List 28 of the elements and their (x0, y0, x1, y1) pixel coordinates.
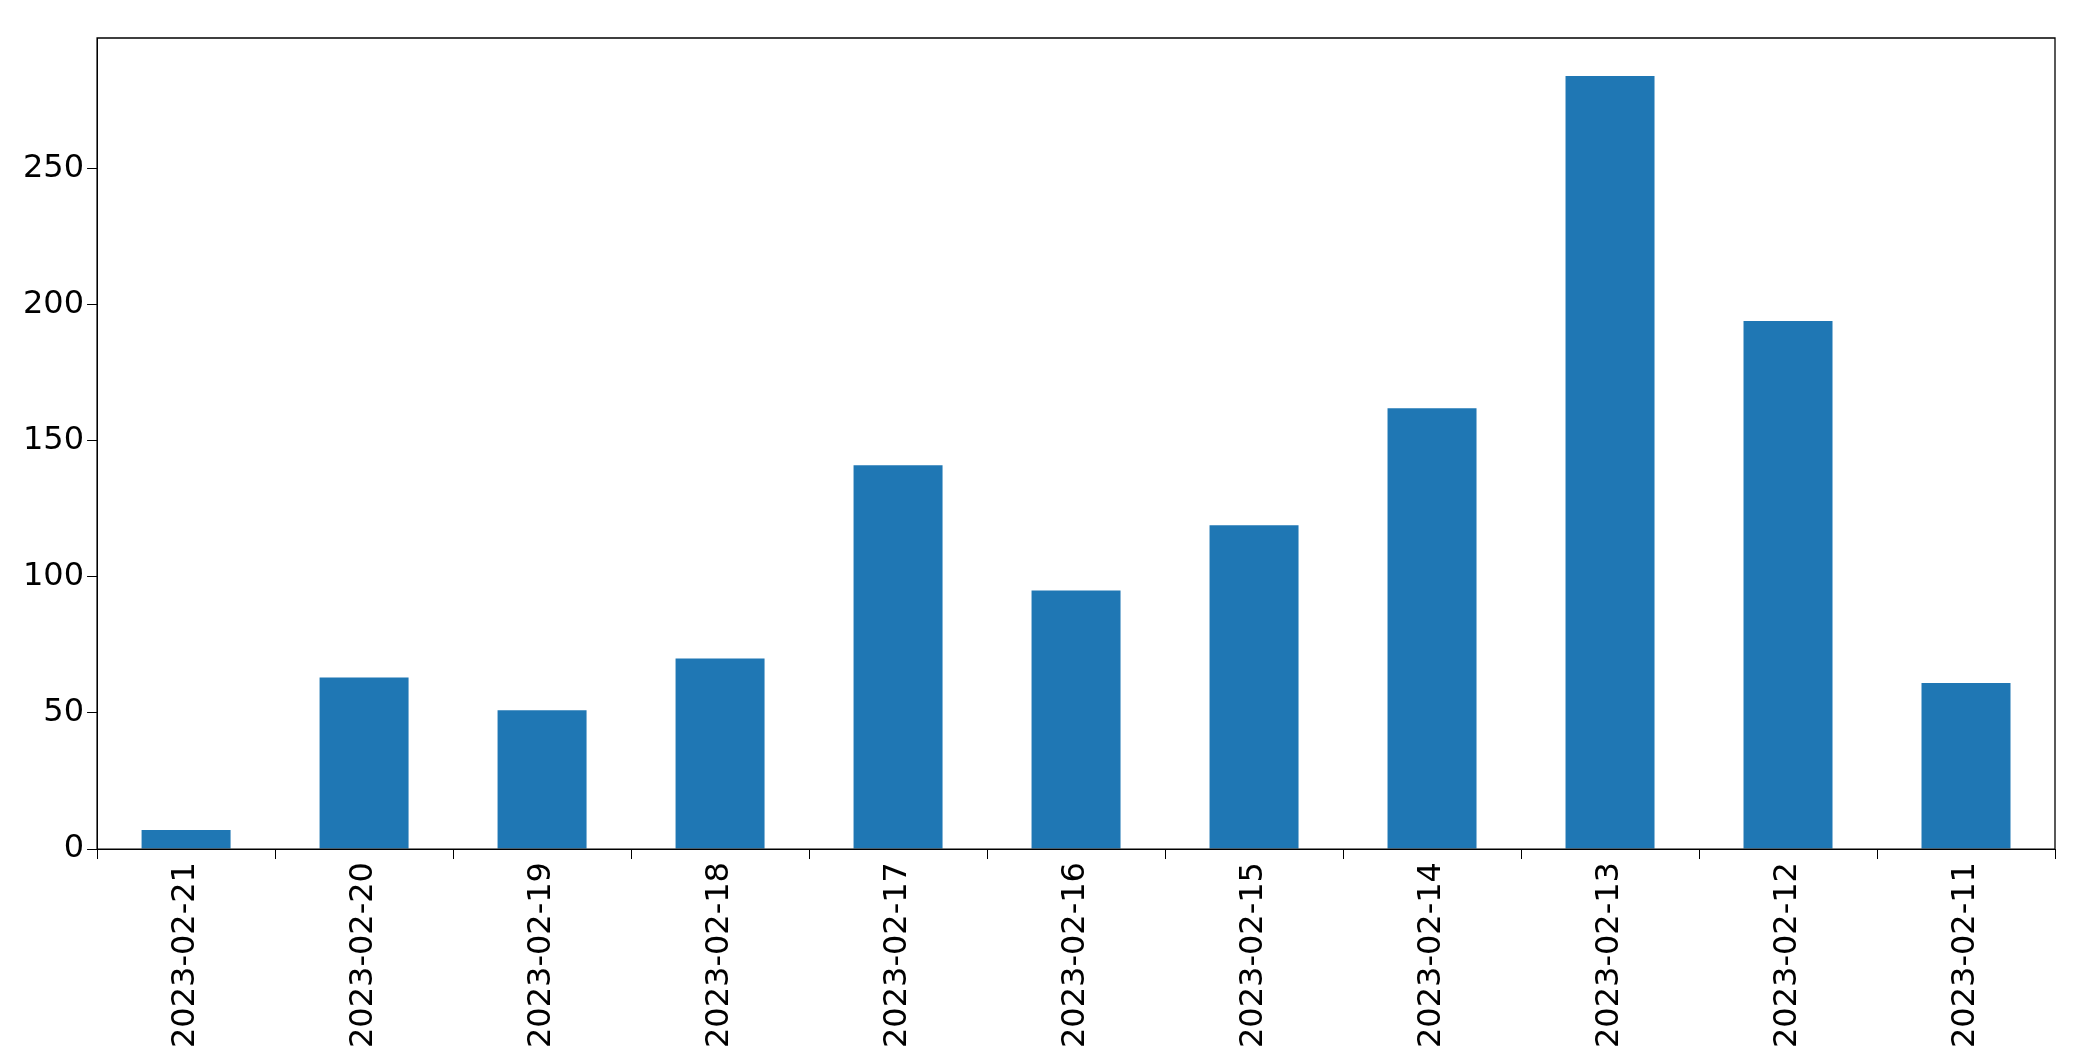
y-tick-label: 0 (63, 827, 85, 866)
x-tick-label: 2023-02-17 (876, 862, 915, 1048)
bar (141, 829, 231, 849)
y-tick-label: 50 (43, 691, 85, 730)
y-tick-label: 250 (23, 146, 85, 185)
x-tick-label: 2023-02-15 (1232, 862, 1271, 1048)
y-tick-label: 150 (23, 419, 85, 458)
x-tick-label: 2023-02-16 (1054, 862, 1093, 1048)
bar (675, 658, 765, 849)
bar (319, 677, 409, 849)
x-tick-label: 2023-02-13 (1588, 862, 1627, 1048)
bar (1921, 683, 2011, 849)
bar (1743, 321, 1833, 849)
x-tick-label: 2023-02-18 (698, 862, 737, 1048)
bar (853, 465, 943, 849)
bar (1387, 408, 1477, 849)
x-tick-label: 2023-02-14 (1410, 862, 1449, 1048)
x-tick-label: 2023-02-20 (342, 862, 381, 1048)
bar (497, 710, 587, 849)
y-tick-label: 200 (23, 283, 85, 322)
x-tick-label: 2023-02-12 (1766, 862, 1805, 1048)
bar (1031, 590, 1121, 849)
bar (1209, 525, 1299, 849)
y-tick-label: 100 (23, 555, 85, 594)
x-tick-label: 2023-02-11 (1944, 862, 1983, 1048)
bar (1565, 76, 1655, 849)
x-tick-label: 2023-02-19 (520, 862, 559, 1048)
x-tick-label: 2023-02-21 (164, 862, 203, 1048)
